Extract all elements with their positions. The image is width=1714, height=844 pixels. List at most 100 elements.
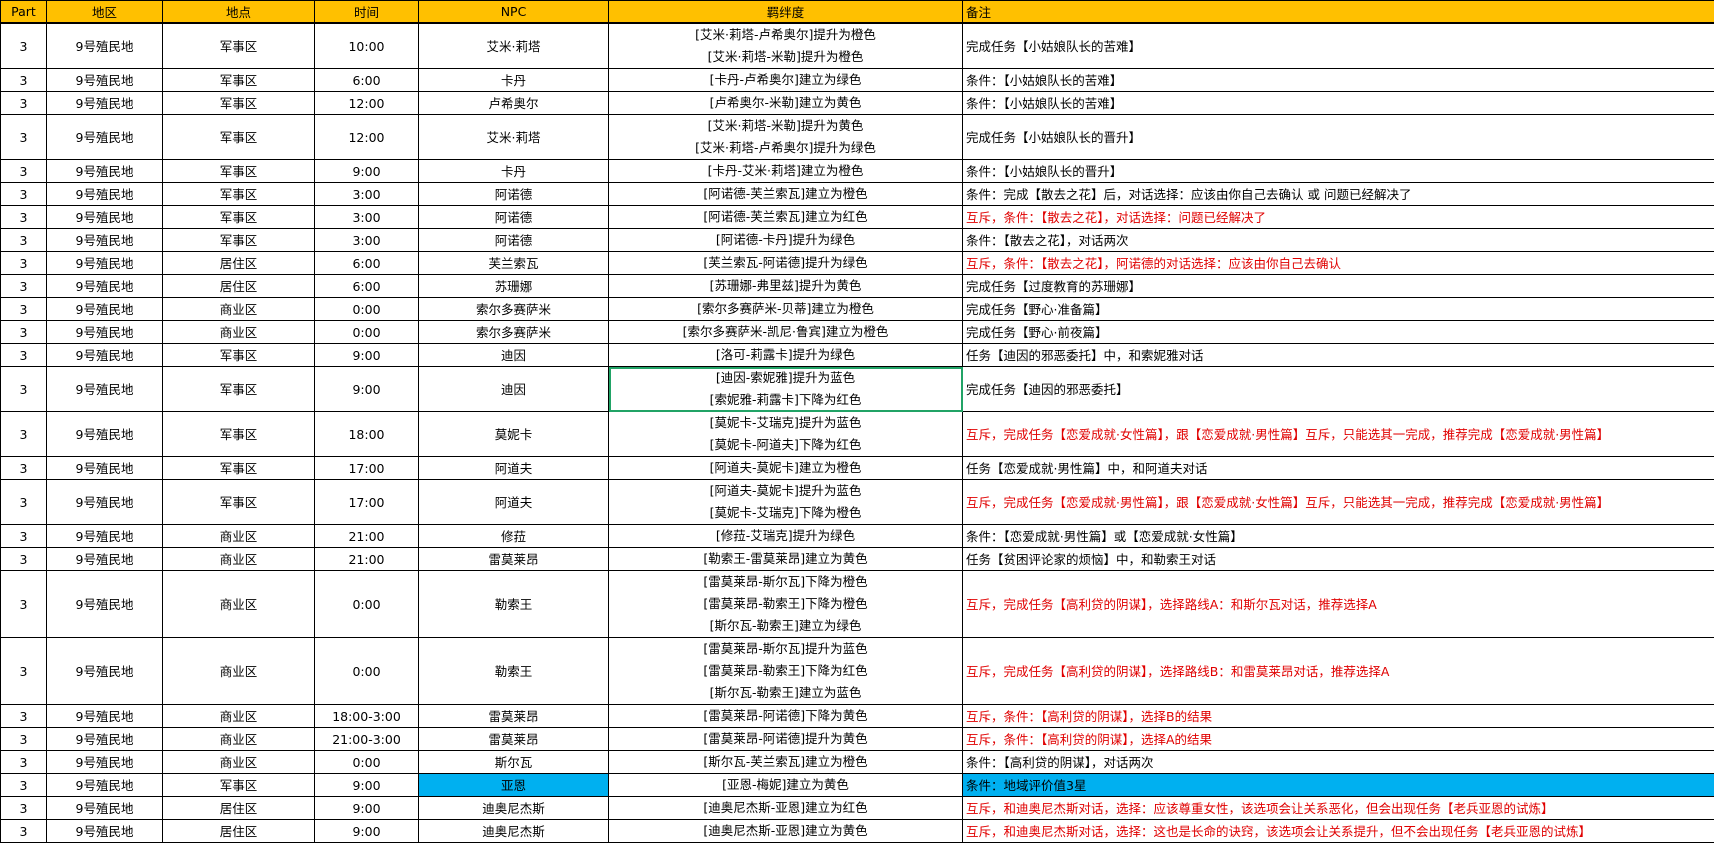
part-cell[interactable]: 3 — [0, 205, 47, 229]
npc-cell[interactable]: 亚恩 — [418, 773, 609, 797]
bond-cell[interactable]: [勒索王-雷莫莱昂]建立为黄色 — [608, 547, 963, 571]
part-cell[interactable]: 3 — [0, 637, 47, 705]
part-cell[interactable]: 3 — [0, 182, 47, 206]
region-cell[interactable]: 9号殖民地 — [46, 819, 163, 843]
place-cell[interactable]: 军事区 — [162, 114, 315, 160]
npc-cell[interactable]: 阿道夫 — [418, 479, 609, 525]
bond-cell[interactable]: [雷莫莱昂-阿诺德]提升为黄色 — [608, 727, 963, 751]
bond-cell[interactable]: [阿诺德-芙兰索瓦]建立为橙色 — [608, 182, 963, 206]
place-cell[interactable]: 居住区 — [162, 796, 315, 820]
region-cell[interactable]: 9号殖民地 — [46, 205, 163, 229]
part-cell[interactable]: 3 — [0, 343, 47, 367]
place-cell[interactable]: 军事区 — [162, 456, 315, 480]
bond-cell[interactable]: [阿诺德-芙兰索瓦]建立为红色 — [608, 205, 963, 229]
region-cell[interactable]: 9号殖民地 — [46, 320, 163, 344]
npc-cell[interactable]: 苏珊娜 — [418, 274, 609, 298]
place-cell[interactable]: 商业区 — [162, 297, 315, 321]
region-cell[interactable]: 9号殖民地 — [46, 524, 163, 548]
time-cell[interactable]: 3:00 — [314, 228, 419, 252]
region-cell[interactable]: 9号殖民地 — [46, 22, 163, 69]
note-cell[interactable]: 条件：【小姑娘队长的晋升】 — [962, 159, 1714, 183]
part-cell[interactable]: 3 — [0, 22, 47, 69]
npc-cell[interactable]: 芙兰索瓦 — [418, 251, 609, 275]
bond-cell[interactable]: [斯尔瓦-芙兰索瓦]建立为橙色 — [608, 750, 963, 774]
region-cell[interactable]: 9号殖民地 — [46, 637, 163, 705]
npc-cell[interactable]: 阿诺德 — [418, 228, 609, 252]
bond-cell[interactable]: [迪奥尼杰斯-亚恩]建立为黄色 — [608, 819, 963, 843]
place-cell[interactable]: 商业区 — [162, 750, 315, 774]
place-cell[interactable]: 居住区 — [162, 819, 315, 843]
time-cell[interactable]: 6:00 — [314, 274, 419, 298]
note-cell[interactable]: 条件：地域评价值3星 — [962, 773, 1714, 797]
header-place[interactable]: 地点 — [162, 0, 315, 24]
npc-cell[interactable]: 勒索王 — [418, 570, 609, 638]
note-cell[interactable]: 互斥，条件：【散去之花】，阿诺德的对话选择：应该由你自己去确认 — [962, 251, 1714, 275]
header-npc[interactable]: NPC — [418, 0, 609, 24]
note-cell[interactable]: 条件：【小姑娘队长的苦难】 — [962, 68, 1714, 92]
note-cell[interactable]: 完成任务【过度教育的苏珊娜】 — [962, 274, 1714, 298]
note-cell[interactable]: 互斥，条件：【高利贷的阴谋】，选择A的结果 — [962, 727, 1714, 751]
region-cell[interactable]: 9号殖民地 — [46, 91, 163, 115]
part-cell[interactable]: 3 — [0, 159, 47, 183]
bond-cell[interactable]: [卡丹-卢希奥尔]建立为绿色 — [608, 68, 963, 92]
part-cell[interactable]: 3 — [0, 479, 47, 525]
bond-cell[interactable]: [苏珊娜-弗里兹]提升为黄色 — [608, 274, 963, 298]
part-cell[interactable]: 3 — [0, 411, 47, 457]
time-cell[interactable]: 9:00 — [314, 159, 419, 183]
npc-cell[interactable]: 勒索王 — [418, 637, 609, 705]
part-cell[interactable]: 3 — [0, 68, 47, 92]
time-cell[interactable]: 0:00 — [314, 750, 419, 774]
npc-cell[interactable]: 迪因 — [418, 343, 609, 367]
bond-cell[interactable]: [阿诺德-卡丹]提升为绿色 — [608, 228, 963, 252]
part-cell[interactable]: 3 — [0, 547, 47, 571]
region-cell[interactable]: 9号殖民地 — [46, 274, 163, 298]
part-cell[interactable]: 3 — [0, 320, 47, 344]
bond-cell[interactable]: [阿道夫-莫妮卡]建立为橙色 — [608, 456, 963, 480]
region-cell[interactable]: 9号殖民地 — [46, 727, 163, 751]
region-cell[interactable]: 9号殖民地 — [46, 114, 163, 160]
place-cell[interactable]: 商业区 — [162, 570, 315, 638]
part-cell[interactable]: 3 — [0, 704, 47, 728]
bond-cell[interactable]: [芙兰索瓦-阿诺德]提升为绿色 — [608, 251, 963, 275]
place-cell[interactable]: 居住区 — [162, 251, 315, 275]
note-cell[interactable]: 条件：【高利贷的阴谋】，对话两次 — [962, 750, 1714, 774]
note-cell[interactable]: 完成任务【野心·准备篇】 — [962, 297, 1714, 321]
note-cell[interactable]: 完成任务【野心·前夜篇】 — [962, 320, 1714, 344]
note-cell[interactable]: 互斥，完成任务【高利贷的阴谋】，选择路线A：和斯尔瓦对话，推荐选择A — [962, 570, 1714, 638]
region-cell[interactable]: 9号殖民地 — [46, 547, 163, 571]
time-cell[interactable]: 3:00 — [314, 182, 419, 206]
time-cell[interactable]: 6:00 — [314, 251, 419, 275]
time-cell[interactable]: 6:00 — [314, 68, 419, 92]
region-cell[interactable]: 9号殖民地 — [46, 251, 163, 275]
time-cell[interactable]: 3:00 — [314, 205, 419, 229]
npc-cell[interactable]: 索尔多赛萨米 — [418, 320, 609, 344]
npc-cell[interactable]: 斯尔瓦 — [418, 750, 609, 774]
bond-cell[interactable]: [卢希奥尔-米勒]建立为黄色 — [608, 91, 963, 115]
region-cell[interactable]: 9号殖民地 — [46, 159, 163, 183]
part-cell[interactable]: 3 — [0, 524, 47, 548]
place-cell[interactable]: 军事区 — [162, 228, 315, 252]
bond-cell[interactable]: [雷莫莱昂-阿诺德]下降为黄色 — [608, 704, 963, 728]
header-part[interactable]: Part — [0, 0, 47, 24]
place-cell[interactable]: 商业区 — [162, 637, 315, 705]
header-note[interactable]: 备注 — [962, 0, 1714, 24]
note-cell[interactable]: 任务【迪因的邪恶委托】中，和索妮雅对话 — [962, 343, 1714, 367]
place-cell[interactable]: 军事区 — [162, 773, 315, 797]
note-cell[interactable]: 互斥，条件：【散去之花】，对话选择：问题已经解决了 — [962, 205, 1714, 229]
place-cell[interactable]: 商业区 — [162, 727, 315, 751]
npc-cell[interactable]: 迪奥尼杰斯 — [418, 796, 609, 820]
time-cell[interactable]: 9:00 — [314, 366, 419, 412]
region-cell[interactable]: 9号殖民地 — [46, 750, 163, 774]
place-cell[interactable]: 居住区 — [162, 274, 315, 298]
part-cell[interactable]: 3 — [0, 570, 47, 638]
place-cell[interactable]: 军事区 — [162, 366, 315, 412]
note-cell[interactable]: 互斥，条件：【高利贷的阴谋】，选择B的结果 — [962, 704, 1714, 728]
npc-cell[interactable]: 阿诺德 — [418, 205, 609, 229]
place-cell[interactable]: 商业区 — [162, 524, 315, 548]
part-cell[interactable]: 3 — [0, 773, 47, 797]
bond-cell[interactable]: [阿道夫-莫妮卡]提升为蓝色 [莫妮卡-艾瑞克]下降为橙色 — [608, 479, 963, 525]
note-cell[interactable]: 互斥，和迪奥尼杰斯对话，选择：应该尊重女性，该选项会让关系恶化，但会出现任务【老… — [962, 796, 1714, 820]
part-cell[interactable]: 3 — [0, 750, 47, 774]
part-cell[interactable]: 3 — [0, 251, 47, 275]
region-cell[interactable]: 9号殖民地 — [46, 456, 163, 480]
